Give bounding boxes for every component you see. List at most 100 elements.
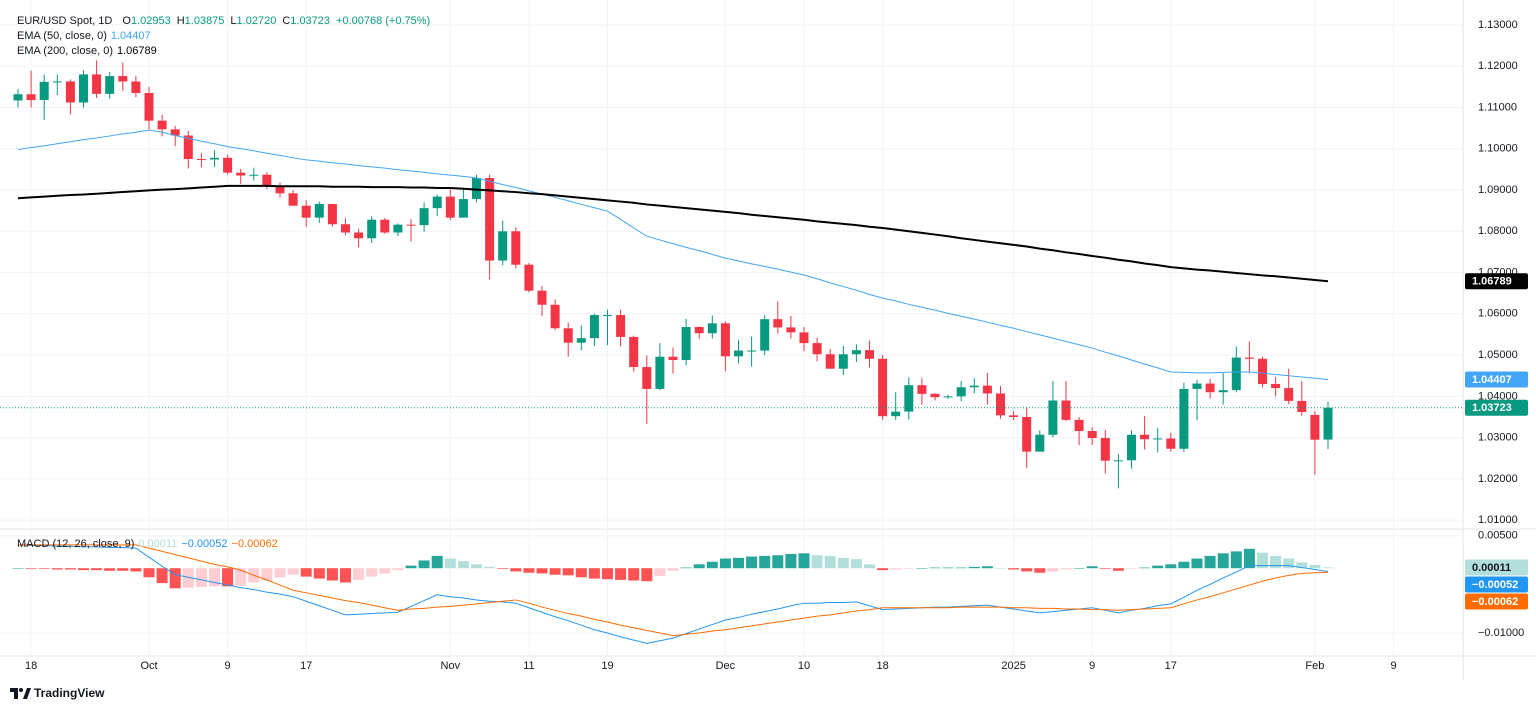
candle-body — [616, 315, 626, 337]
candle-body — [1310, 414, 1320, 440]
candle-body — [550, 304, 560, 329]
candle-body — [367, 219, 377, 239]
candle-body — [79, 74, 88, 103]
candle-body — [1166, 438, 1176, 449]
histogram-bar — [1230, 551, 1242, 569]
x-tick-label: 17 — [1165, 660, 1177, 672]
ema-name: EMA (200, close, 0) — [17, 45, 113, 57]
histogram-bar — [1283, 558, 1295, 569]
x-tick-label: Nov — [441, 660, 461, 672]
histogram-bar — [877, 568, 889, 571]
candle-body — [1087, 431, 1097, 439]
histogram-bar — [444, 558, 456, 569]
candle-body — [773, 319, 783, 328]
x-tick-label: 11 — [523, 660, 534, 672]
logo-dot — [19, 688, 23, 692]
price-badge-label: 1.06789 — [1472, 276, 1512, 288]
price-badge — [1465, 371, 1528, 388]
candle-body — [720, 323, 730, 357]
histogram-bar — [1112, 568, 1124, 571]
candle-body — [1258, 358, 1267, 384]
histogram-bar — [431, 555, 443, 569]
x-tick-label: 9 — [225, 660, 231, 672]
candle-body — [1205, 383, 1215, 393]
histogram-bar — [25, 568, 37, 569]
histogram-bar — [1270, 555, 1282, 569]
candle-body — [589, 315, 599, 339]
y-tick-label: 1.10000 — [1478, 143, 1518, 155]
candle-body — [393, 224, 403, 233]
candle-body — [26, 94, 36, 101]
histogram-bar — [287, 568, 299, 575]
histogram-bar — [1073, 568, 1085, 569]
histogram-bar — [104, 568, 116, 571]
x-tick-label: 9 — [1390, 660, 1396, 672]
histogram-bar — [588, 568, 600, 579]
price-badge-label: −0.00062 — [1472, 596, 1518, 608]
histogram-bar — [680, 567, 692, 569]
histogram-bar — [209, 568, 220, 587]
candle-body — [13, 94, 23, 101]
candle-body — [1113, 460, 1123, 462]
candle-body — [105, 76, 115, 94]
macd-value: −0.00052 — [181, 538, 228, 550]
histogram-bar — [418, 560, 430, 569]
histogram-bar — [824, 555, 836, 569]
price-badge-label: −0.00052 — [1472, 579, 1518, 591]
macd-title: MACD (12, 26, close, 9) — [17, 538, 135, 550]
price-badge — [1465, 576, 1528, 593]
y-tick-label: 1.13000 — [1478, 19, 1518, 31]
candle-body — [891, 411, 901, 417]
histogram-bar — [510, 568, 522, 572]
histogram-bar — [1126, 568, 1137, 569]
y-tick-label: 1.05000 — [1478, 349, 1518, 361]
histogram-bar — [313, 568, 325, 579]
candle-body — [904, 385, 914, 412]
histogram-bar — [733, 557, 744, 569]
histogram-bar — [1204, 555, 1216, 569]
histogram-bar — [195, 568, 207, 587]
y-tick-label: 1.01000 — [1478, 514, 1518, 526]
candle-body — [917, 385, 927, 394]
candle-body — [668, 356, 678, 361]
histogram-bar — [995, 568, 1006, 569]
candle-body — [1218, 390, 1228, 393]
candle-body — [642, 367, 652, 389]
histogram-bar — [1296, 562, 1308, 569]
candle-body — [681, 327, 691, 361]
histogram-bar — [628, 568, 640, 581]
histogram-bar — [1060, 568, 1072, 570]
price-badge-label: 1.03723 — [1472, 402, 1512, 414]
y-tick-label: 1.12000 — [1478, 60, 1518, 72]
candle-body — [288, 193, 298, 206]
ohlc-value: 1.03723 — [290, 15, 331, 27]
ohlc-value: 1.02720 — [236, 15, 277, 27]
y-tick-label: −0.01000 — [1478, 627, 1524, 639]
candle-body — [485, 178, 495, 261]
ohlc-change: +0.00768 (+0.75%) — [336, 15, 431, 27]
price-badge — [1465, 399, 1528, 416]
candle-body — [969, 385, 979, 388]
candle-body — [183, 135, 193, 160]
candle-body — [1140, 434, 1150, 440]
price-badge-label: 0.00011 — [1472, 562, 1511, 574]
candle-body — [196, 159, 206, 161]
candle-body — [603, 315, 612, 317]
candle-body — [1271, 383, 1281, 389]
candle-body — [327, 204, 337, 225]
histogram-bar — [1047, 568, 1059, 572]
price-badge-label: 1.04407 — [1472, 374, 1512, 386]
candle-body — [157, 120, 167, 130]
histogram-bar — [78, 568, 89, 571]
ohlc-key: C — [282, 15, 291, 27]
histogram-bar — [746, 556, 758, 569]
candle-body — [498, 231, 508, 261]
histogram-bar — [693, 564, 705, 569]
histogram-bar — [340, 568, 351, 583]
candle-body — [851, 350, 861, 355]
histogram-bar — [300, 568, 312, 577]
candle-body — [1048, 400, 1058, 435]
x-tick-label: 18 — [876, 660, 888, 672]
histogram-bar — [91, 568, 103, 571]
